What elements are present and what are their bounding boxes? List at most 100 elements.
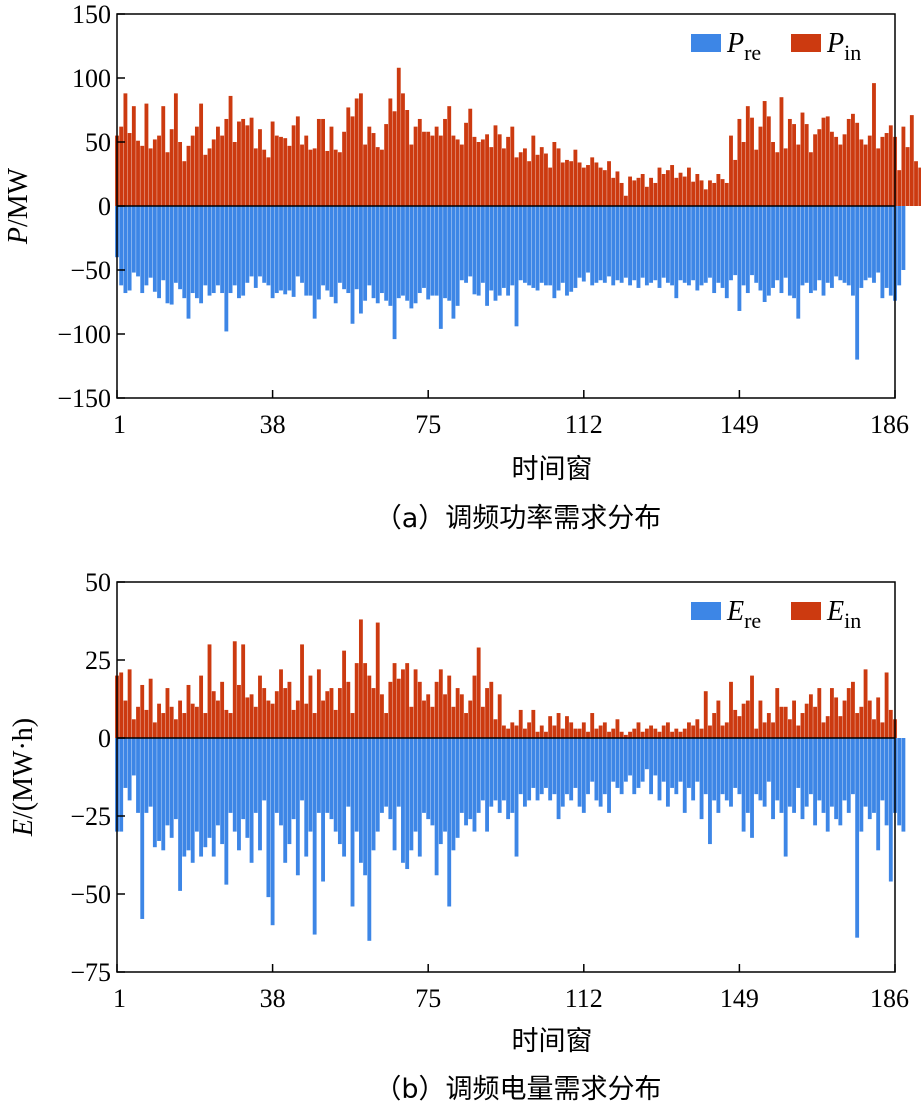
panel-a-bar-p-re-22: [203, 206, 207, 285]
panel-b-bar-e-in-23: [208, 644, 212, 738]
panel-b-bar-e-in-176: [851, 682, 855, 738]
panel-b-bar-e-in-27: [224, 710, 228, 738]
panel-a-bar-p-re-80: [447, 206, 451, 301]
panel-a-bar-p-re-29: [233, 206, 237, 285]
panel-a-bar-p-re-3: [123, 206, 127, 293]
panel-b-bar-e-in-87: [477, 648, 481, 738]
panel-b-bar-e-re-94: [506, 738, 510, 819]
panel-a-bar-p-in-117: [603, 170, 607, 206]
panel-b-bar-e-in-165: [805, 704, 809, 738]
panel-b-bar-e-in-68: [397, 679, 401, 738]
panel-a-bar-p-in-70: [405, 110, 409, 206]
panel-b-bar-e-re-184: [885, 738, 889, 825]
panel-a-bar-p-in-170: [826, 116, 830, 206]
panel-b-bar-e-in-38: [271, 704, 275, 738]
panel-a-bar-p-re-145: [721, 206, 725, 288]
panel-b-bar-e-in-10: [153, 722, 157, 738]
panel-a-bar-p-re-108: [565, 206, 569, 296]
panel-b-bar-e-re-81: [452, 738, 456, 850]
panel-a-bar-p-in-148: [733, 160, 737, 206]
panel-b-bar-e-in-21: [199, 676, 203, 738]
panel-a-bar-p-in-81: [452, 136, 456, 206]
panel-a-bar-p-re-92: [498, 206, 502, 296]
panel-b-bar-e-re-12: [161, 738, 165, 850]
panel-a-bar-p-re-36: [262, 206, 266, 283]
panel-a-y-axis-variable: P: [3, 227, 34, 245]
panel-b-y-tick-label: 25: [85, 646, 111, 675]
panel-a-bar-p-re-76: [430, 206, 434, 296]
panel-a-bar-p-re-173: [838, 206, 842, 280]
panel-a-bar-p-re-162: [792, 206, 796, 298]
panel-b-bar-e-re-80: [447, 738, 451, 906]
panel-a-bar-p-re-83: [460, 206, 464, 280]
panel-b-bar-e-in-131: [662, 726, 666, 738]
panel-b-bar-e-in-65: [384, 713, 388, 738]
panel-a-bar-p-in-57: [351, 116, 355, 206]
panel-a-bar-p-re-9: [149, 206, 153, 278]
panel-a-bar-p-in-178: [859, 139, 863, 206]
panel-a-bar-p-re-127: [645, 206, 649, 285]
panel-a-bar-p-re-114: [590, 206, 594, 285]
panel-a-bar-p-re-13: [166, 206, 170, 303]
panel-a-bar-p-in-108: [565, 160, 569, 206]
panel-b-bar-e-in-83: [460, 694, 464, 738]
panel-a-bar-p-re-158: [775, 206, 779, 280]
panel-a-bar-p-in-30: [237, 122, 241, 206]
panel-b-x-tick-label: 75: [415, 984, 441, 1013]
panel-a-bar-p-in-84: [464, 123, 468, 206]
panel-b-bar-e-re-176: [851, 738, 855, 794]
panel-b-bar-e-in-110: [573, 729, 577, 738]
panel-b-bar-e-re-62: [372, 738, 376, 850]
panel-a-y-tick-label: −100: [57, 320, 111, 349]
panel-a-bar-p-re-177: [855, 206, 859, 360]
panel-a-bar-p-re-181: [872, 206, 876, 283]
panel-a-bar-p-in-130: [658, 168, 662, 206]
panel-b-bar-e-in-48: [313, 713, 317, 738]
panel-a-bar-p-in-109: [569, 161, 573, 206]
panel-b-bar-e-re-147: [729, 738, 733, 807]
panel-b-bar-e-re-144: [716, 738, 720, 813]
panel-a-bar-p-in-15: [174, 93, 178, 206]
panel-a-bar-p-re-180: [868, 206, 872, 278]
panel-a-bar-p-re-63: [376, 206, 380, 303]
panel-a-bar-p-re-170: [826, 206, 830, 283]
panel-a-bar-p-re-163: [796, 206, 800, 319]
panel-a-bar-p-re-156: [767, 206, 771, 296]
panel-b-bar-e-in-168: [817, 688, 821, 738]
panel-a-bar-p-in-16: [178, 142, 182, 206]
panel-b-bar-e-in-91: [494, 719, 498, 738]
panel-a-bar-p-in-32: [245, 125, 249, 206]
panel-a-bar-p-in-133: [670, 165, 674, 206]
panel-a-bar-p-re-100: [531, 206, 535, 288]
panel-b-bar-e-re-116: [599, 738, 603, 807]
panel-a-bar-p-re-184: [885, 206, 889, 288]
panel-b-bar-e-re-155: [763, 738, 767, 807]
panel-a-bar-p-in-168: [817, 129, 821, 206]
panel-a-bar-p-in-184: [885, 133, 889, 206]
panel-b-bar-e-re-67: [393, 738, 397, 850]
panel-b-bar-e-re-163: [796, 738, 800, 788]
panel-b-bar-e-in-9: [149, 679, 153, 738]
panel-b-y-tick-label: 50: [85, 568, 111, 597]
panel-a-bar-p-re-116: [599, 206, 603, 280]
panel-b-bar-e-re-118: [607, 738, 611, 813]
panel-b-bar-e-re-128: [649, 738, 653, 794]
panel-b-bar-e-in-177: [855, 713, 859, 738]
panel-b-bar-e-in-149: [737, 716, 741, 738]
panel-b-bar-e-re-88: [481, 738, 485, 800]
panel-b-bar-e-in-15: [174, 719, 178, 738]
panel-a-bar-p-in-63: [376, 147, 380, 206]
panel-a-bar-p-in-159: [780, 97, 784, 206]
panel-b-bar-e-re-23: [208, 738, 212, 838]
panel-a-bar-p-re-73: [418, 206, 422, 293]
panel-a-bar-p-re-111: [578, 206, 582, 278]
panel-b-bar-e-re-46: [304, 738, 308, 857]
panel-b-bar-e-in-183: [880, 722, 884, 738]
panel-a-bar-p-in-94: [506, 137, 510, 206]
panel-a-bar-p-in-185: [889, 125, 893, 206]
panel-a-bar-p-re-88: [481, 206, 485, 283]
panel-b-bar-e-re-44: [296, 738, 300, 875]
panel-a-bar-p-in-87: [477, 142, 481, 206]
panel-a-bar-p-re-136: [683, 206, 687, 283]
